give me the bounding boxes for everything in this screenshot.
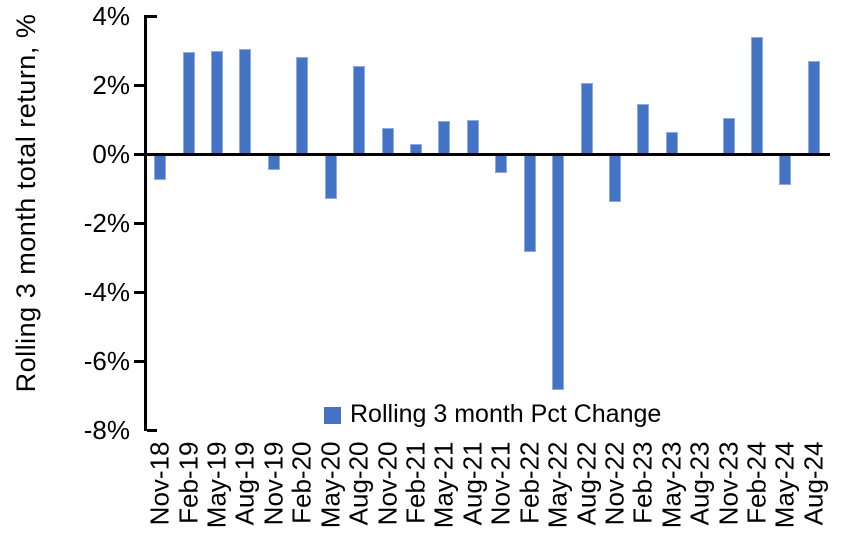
bar (353, 66, 366, 154)
bar (466, 119, 479, 154)
zero-axis-line (144, 152, 830, 156)
bar (751, 36, 764, 154)
y-tick-mark (134, 290, 144, 294)
bar (807, 60, 820, 154)
bar (779, 154, 792, 186)
x-tick-label: Aug-22 (571, 441, 601, 525)
y-tick-label: -2% (83, 208, 130, 238)
bar (267, 154, 280, 170)
y-tick-label: 2% (92, 70, 130, 100)
y-axis-title: Rolling 3 month total return, % (11, 13, 41, 393)
x-tick-label: Aug-20 (343, 441, 374, 525)
y-tick-mark (134, 221, 144, 225)
x-tick-label: Feb-22 (514, 441, 545, 524)
x-tick-label: Aug-19 (229, 441, 260, 525)
legend-swatch-icon (324, 407, 341, 424)
bar (239, 48, 252, 154)
x-tick-label: Feb-20 (286, 441, 317, 524)
y-tick-mark (134, 359, 144, 363)
x-tick-label: Nov-22 (599, 441, 630, 525)
bar (608, 154, 621, 203)
y-tick-mark (147, 14, 157, 18)
bar (154, 154, 167, 180)
x-tick-label: Nov-21 (485, 441, 516, 525)
y-tick-mark (147, 428, 157, 432)
x-tick-label: May-23 (656, 441, 687, 528)
bar (211, 50, 224, 154)
bar (637, 103, 650, 154)
bar (438, 121, 451, 154)
y-tick-label: 4% (92, 1, 130, 31)
bar (381, 128, 394, 154)
y-tick-label: -6% (83, 346, 130, 376)
x-tick-label: May-22 (542, 441, 573, 528)
x-tick-label: May-21 (428, 441, 459, 528)
x-tick-label: Nov-19 (258, 441, 289, 525)
bar (523, 154, 536, 253)
x-tick-label: Feb-23 (627, 441, 658, 524)
bar (495, 154, 508, 173)
bar (722, 117, 735, 154)
bar (552, 154, 565, 391)
x-tick-label: Aug-23 (684, 441, 715, 525)
legend: Rolling 3 month Pct Change (324, 400, 661, 429)
bar (665, 131, 678, 154)
x-tick-label: Aug-21 (457, 441, 488, 525)
x-tick-label: Nov-18 (144, 441, 175, 525)
x-tick-label: Feb-21 (400, 441, 431, 524)
y-tick-mark (134, 83, 144, 87)
y-tick-label: -8% (83, 415, 130, 445)
bar (580, 83, 593, 154)
x-tick-label: Feb-24 (741, 441, 772, 524)
x-tick-label: May-19 (201, 441, 232, 528)
bar (296, 57, 309, 154)
x-tick-label: Feb-19 (173, 441, 204, 524)
y-axis-line (144, 15, 147, 431)
legend-label: Rolling 3 month Pct Change (350, 400, 662, 428)
y-tick-label: -4% (83, 277, 130, 307)
x-tick-label: Nov-20 (372, 441, 403, 525)
y-tick-mark (134, 152, 144, 156)
x-tick-label: Nov-23 (713, 441, 744, 525)
bar (182, 52, 195, 154)
y-tick-label: 0% (92, 139, 130, 169)
x-tick-label: May-20 (315, 441, 346, 528)
x-tick-label: May-24 (769, 441, 800, 528)
bar (324, 154, 337, 199)
x-tick-label: Aug-24 (798, 441, 829, 525)
